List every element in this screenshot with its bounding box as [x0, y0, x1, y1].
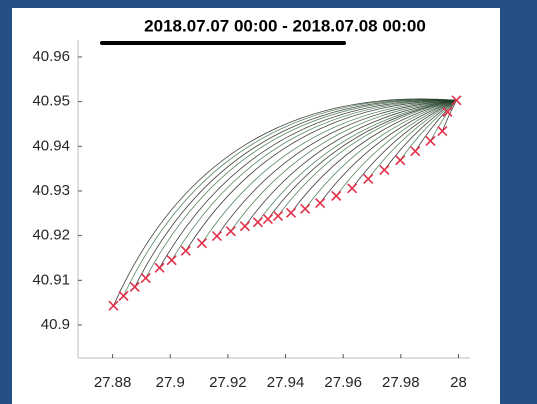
- trajectory: [267, 99, 457, 220]
- point-marker: [395, 155, 406, 166]
- trajectory: [257, 99, 457, 223]
- trajectory: [277, 99, 457, 217]
- point-marker: [118, 290, 129, 301]
- point-marker: [272, 210, 284, 222]
- trajectory: [319, 99, 457, 204]
- trajectory: [145, 99, 457, 279]
- point-marker: [410, 146, 421, 157]
- y-tick-label: 40.96: [32, 48, 70, 65]
- trajectory: [244, 99, 457, 227]
- x-tick-label: 27.96: [324, 374, 362, 391]
- trajectory: [230, 99, 457, 232]
- point-marker: [129, 281, 140, 293]
- point-marker: [154, 262, 165, 273]
- trajectory: [216, 99, 457, 237]
- point-marker: [140, 272, 151, 284]
- trajectory: [384, 99, 457, 171]
- trajectory: [399, 99, 457, 161]
- point-marker: [166, 255, 177, 266]
- point-marker: [262, 214, 274, 225]
- y-tick-label: 40.94: [32, 137, 70, 154]
- trajectory: [335, 99, 457, 197]
- x-tick-label: 27.94: [267, 374, 305, 391]
- point-marker: [347, 183, 358, 194]
- point-marker: [442, 106, 453, 117]
- trajectory: [171, 99, 457, 261]
- point-marker: [225, 226, 236, 237]
- point-marker: [285, 207, 297, 218]
- chart-title: 2018.07.07 00:00 - 2018.07.08 00:00: [144, 16, 426, 35]
- point-marker: [252, 217, 263, 228]
- trajectory: [123, 98, 457, 297]
- point-marker: [451, 95, 462, 106]
- point-marker: [211, 231, 222, 242]
- trajectory: [134, 99, 457, 288]
- point-marker: [300, 203, 311, 214]
- point-marker: [196, 238, 208, 249]
- trajectory: [290, 99, 457, 214]
- trajectory: [441, 100, 457, 132]
- point-marker: [425, 135, 436, 147]
- figure-panel: [12, 8, 500, 404]
- x-tick-label: 27.88: [94, 374, 132, 391]
- y-tick-label: 40.9: [41, 316, 70, 333]
- point-marker: [379, 164, 390, 176]
- point-marker: [437, 126, 448, 137]
- x-tick-label: 27.98: [382, 374, 420, 391]
- point-marker: [331, 190, 342, 201]
- trajectory: [159, 99, 457, 268]
- trajectory: [304, 99, 457, 210]
- point-marker: [363, 173, 374, 184]
- point-marker: [180, 245, 191, 256]
- point-marker: [315, 197, 326, 209]
- y-tick-label: 40.91: [32, 271, 70, 288]
- y-tick-label: 40.93: [32, 182, 70, 199]
- point-marker: [239, 221, 250, 232]
- x-tick-label: 28: [450, 374, 467, 391]
- trajectory: [201, 99, 457, 244]
- point-marker: [108, 300, 119, 311]
- trajectory: [113, 98, 457, 306]
- y-tick-label: 40.92: [32, 227, 70, 244]
- y-tick-label: 40.95: [32, 93, 70, 110]
- x-tick-label: 27.92: [209, 374, 247, 391]
- x-tick-label: 27.9: [156, 374, 185, 391]
- trajectory: [185, 99, 457, 252]
- title-underline: [100, 41, 346, 45]
- trajectory: [367, 99, 457, 180]
